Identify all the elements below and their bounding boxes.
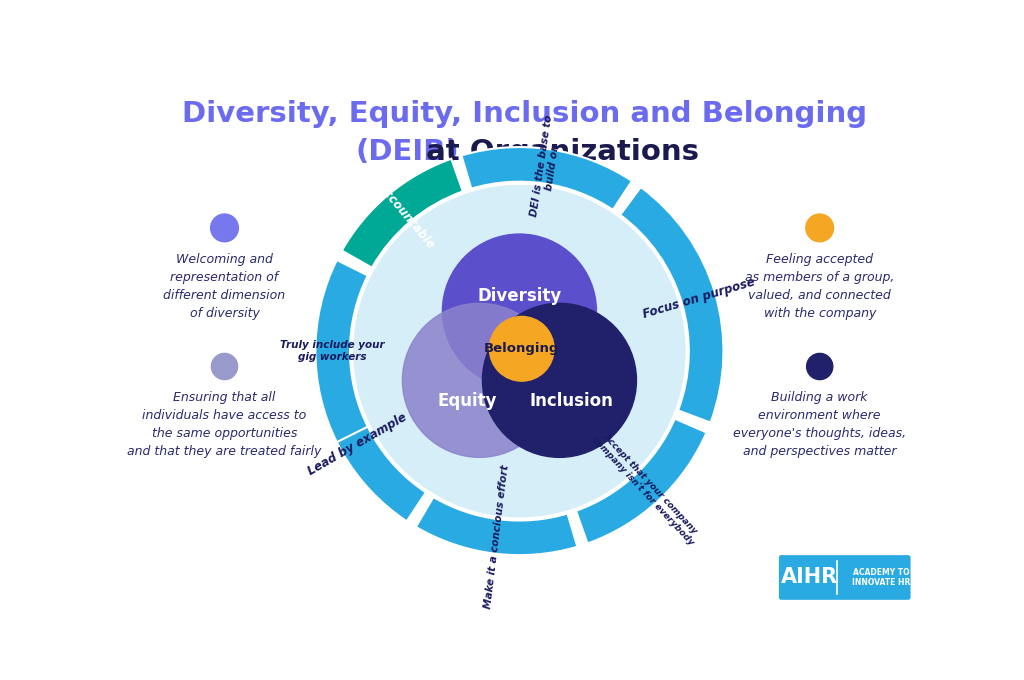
Text: Lead by example: Lead by example xyxy=(306,411,410,478)
Text: Diversity: Diversity xyxy=(477,287,561,305)
Text: AIHR: AIHR xyxy=(781,568,839,588)
FancyBboxPatch shape xyxy=(779,555,910,600)
Wedge shape xyxy=(575,419,707,543)
Wedge shape xyxy=(315,362,426,522)
Circle shape xyxy=(354,186,685,517)
Wedge shape xyxy=(342,158,463,268)
Text: Focus on purpose: Focus on purpose xyxy=(641,275,756,321)
Text: Truly include your
gig workers: Truly include your gig workers xyxy=(281,340,385,362)
Text: DEI is the base to
build on: DEI is the base to build on xyxy=(528,114,565,219)
Text: (DEIB): (DEIB) xyxy=(356,139,460,167)
Text: Feeling accepted
as members of a group,
valued, and connected
with the company: Feeling accepted as members of a group, … xyxy=(745,252,894,320)
Text: ACADEMY TO: ACADEMY TO xyxy=(853,568,909,577)
Text: Welcoming and
representation of
different dimension
of diversity: Welcoming and representation of differen… xyxy=(164,252,286,320)
Text: Building a work
environment where
everyone's thoughts, ideas,
and perspectives m: Building a work environment where everyo… xyxy=(733,391,906,458)
Wedge shape xyxy=(315,260,368,442)
Circle shape xyxy=(211,214,239,242)
Text: Make it a concious effort: Make it a concious effort xyxy=(483,464,510,609)
Circle shape xyxy=(806,214,834,242)
Text: Ensuring that all
individuals have access to
the same opportunities
and that the: Ensuring that all individuals have acces… xyxy=(127,391,322,458)
Circle shape xyxy=(482,303,637,458)
Circle shape xyxy=(807,354,833,379)
Text: Be accountable: Be accountable xyxy=(361,165,437,251)
Text: Diversity, Equity, Inclusion and Belonging: Diversity, Equity, Inclusion and Belongi… xyxy=(182,100,867,128)
Circle shape xyxy=(211,354,238,379)
Circle shape xyxy=(402,303,556,458)
Text: at Organizations: at Organizations xyxy=(417,139,699,167)
Wedge shape xyxy=(462,147,632,210)
Circle shape xyxy=(354,186,685,517)
Text: INNOVATE HR: INNOVATE HR xyxy=(852,579,910,588)
Wedge shape xyxy=(416,497,578,555)
Text: Belonging: Belonging xyxy=(484,342,559,355)
Circle shape xyxy=(352,184,686,518)
Circle shape xyxy=(489,316,554,381)
Text: Accept that your company
company isn't for everybody: Accept that your company company isn't f… xyxy=(590,428,703,547)
Text: Equity: Equity xyxy=(437,392,497,410)
Wedge shape xyxy=(621,187,724,422)
Circle shape xyxy=(442,234,596,388)
Text: Inclusion: Inclusion xyxy=(529,392,613,410)
